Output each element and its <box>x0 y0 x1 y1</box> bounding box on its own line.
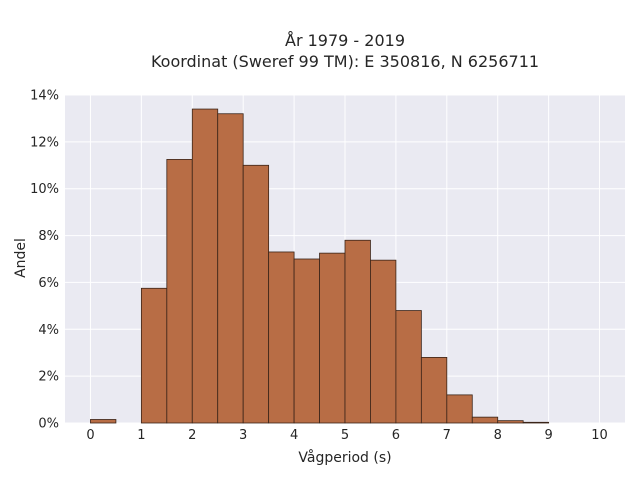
histogram-bar <box>166 159 193 424</box>
x-tick-label: 5 <box>341 428 349 443</box>
x-axis-ticks: 0 1 2 3 4 5 6 7 8 9 10 <box>86 428 608 443</box>
y-tick-label: 2% <box>38 370 59 385</box>
y-tick-label: 0% <box>38 417 59 432</box>
histogram-bar <box>522 421 550 424</box>
histogram-bar <box>395 310 422 424</box>
x-tick-label: 9 <box>544 428 552 443</box>
y-tick-label: 10% <box>30 182 59 197</box>
y-tick-label: 6% <box>38 276 59 291</box>
histogram-bar <box>319 252 346 424</box>
histogram-bar <box>293 258 320 424</box>
x-tick-label: 8 <box>494 428 502 443</box>
y-tick-label: 14% <box>30 89 59 104</box>
x-axis-label: Vågperiod (s) <box>298 449 391 466</box>
histogram-bar <box>497 420 524 424</box>
chart-title-line-1: År 1979 - 2019 <box>285 31 405 50</box>
histogram-bar <box>140 287 168 424</box>
y-tick-label: 12% <box>30 135 59 150</box>
histogram-bar <box>268 251 295 424</box>
x-tick-label: 0 <box>86 428 94 443</box>
histogram-bar <box>344 239 371 424</box>
histogram-bar <box>420 356 448 424</box>
histogram-bar <box>370 259 397 424</box>
x-tick-label: 7 <box>443 428 451 443</box>
x-tick-label: 6 <box>392 428 400 443</box>
histogram-bar <box>471 416 499 424</box>
histogram-bar <box>90 419 117 424</box>
bars <box>90 108 550 424</box>
histogram-bar <box>242 164 270 424</box>
x-tick-label: 10 <box>591 428 608 443</box>
y-axis-label: Andel <box>13 238 29 278</box>
y-tick-label: 8% <box>38 229 59 244</box>
y-tick-label: 4% <box>38 323 59 338</box>
y-axis-ticks: 0% 2% 4% 6% 8% 10% 12% 14% <box>30 89 59 432</box>
x-tick-label: 3 <box>239 428 247 443</box>
chart-title: År 1979 - 2019 Koordinat (Sweref 99 TM):… <box>151 31 539 71</box>
x-tick-label: 4 <box>290 428 298 443</box>
x-tick-label: 1 <box>137 428 145 443</box>
histogram-bar <box>191 108 219 424</box>
chart-title-line-2: Koordinat (Sweref 99 TM): E 350816, N 62… <box>151 52 539 71</box>
histogram-bar <box>217 113 244 424</box>
histogram-bar <box>446 394 473 424</box>
x-tick-label: 2 <box>188 428 196 443</box>
